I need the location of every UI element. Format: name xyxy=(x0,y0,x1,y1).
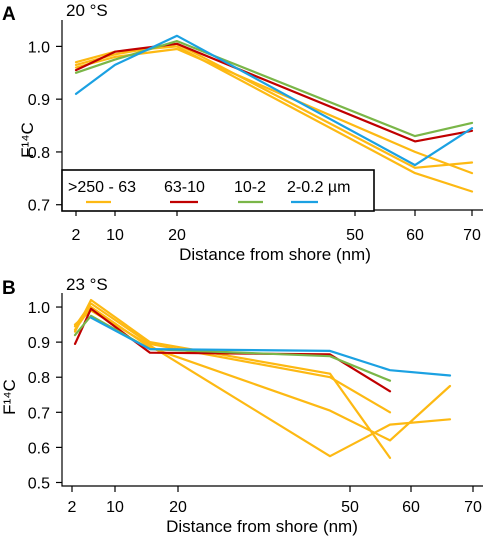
x-tick-label: 70 xyxy=(464,499,482,516)
x-tick-label: 50 xyxy=(346,227,364,244)
legend-box xyxy=(61,169,375,212)
panel-b-axis-lines xyxy=(61,293,483,487)
series-line-250-63 xyxy=(74,42,474,169)
series-line-250-63 xyxy=(73,305,452,442)
panel-a-y-axis-label: F¹⁴C xyxy=(18,122,37,158)
legend-label-size-63-10: 63-10 xyxy=(164,179,205,196)
panel-b-y-axis-label: F¹⁴C xyxy=(0,379,19,415)
x-tick-label: 2 xyxy=(68,499,77,516)
panel-b-letter: B xyxy=(2,278,16,299)
y-tick-label: 0.6 xyxy=(28,440,50,457)
y-tick-label: 0.7 xyxy=(28,198,50,215)
series-line-63-10 xyxy=(73,307,392,393)
x-tick-label: 20 xyxy=(168,227,186,244)
x-tick-label: 2 xyxy=(72,227,81,244)
series-line-2-0-2 xyxy=(89,316,452,377)
x-tick-label: 10 xyxy=(106,227,124,244)
x-tick-label: 20 xyxy=(169,499,187,516)
panel-a-ticks: 0.7 0.8 0.9 1.0 2 10 20 50 60 70 xyxy=(28,39,481,244)
y-tick-label: 1.0 xyxy=(28,39,50,56)
series-line-63-10 xyxy=(74,42,474,143)
x-tick-label: 50 xyxy=(341,499,359,516)
x-tick-label: 70 xyxy=(463,227,481,244)
panel-b-series xyxy=(73,298,452,459)
x-tick-label: 60 xyxy=(406,227,424,244)
legend-label-size-250-63: >250 - 63 xyxy=(68,179,136,196)
panel-a-letter: A xyxy=(2,4,16,25)
legend-label-size-10-2: 10-2 xyxy=(234,179,266,196)
y-tick-label: 0.8 xyxy=(28,370,50,387)
panel-b-axes xyxy=(61,293,483,487)
panel-a-legend: >250 - 63 63-10 10-2 2-0.2 µm xyxy=(61,169,375,212)
legend-label-size-2-0-2: 2-0.2 µm xyxy=(287,179,350,196)
panel-b-title: 23 °S xyxy=(66,275,108,294)
panel-b: B 23 °S F¹⁴C Distance from shore (nm) 0.… xyxy=(0,275,483,536)
panel-a-x-axis-label: Distance from shore (nm) xyxy=(179,245,371,264)
y-tick-label: 0.9 xyxy=(28,335,50,352)
panel-b-ticks: 0.5 0.6 0.7 0.8 0.9 1.0 2 10 20 50 60 70 xyxy=(28,300,482,516)
panel-b-x-axis-label: Distance from shore (nm) xyxy=(166,517,358,536)
y-tick-label: 1.0 xyxy=(28,300,50,317)
series-line-250-63 xyxy=(74,45,474,193)
series-line-250-63 xyxy=(73,302,392,414)
y-tick-label: 0.5 xyxy=(28,475,50,492)
series-line-2-0-2 xyxy=(74,34,474,167)
x-tick-label: 10 xyxy=(106,499,124,516)
x-tick-label: 60 xyxy=(402,499,420,516)
panel-a: A 20 °S F¹⁴C Distance from shore (nm) 0.… xyxy=(2,1,483,264)
y-tick-label: 0.7 xyxy=(28,405,50,422)
panel-a-title: 20 °S xyxy=(66,1,108,20)
panel-a-series xyxy=(74,34,474,193)
series-line-250-63 xyxy=(74,47,474,175)
y-tick-label: 0.8 xyxy=(28,145,50,162)
y-tick-label: 0.9 xyxy=(28,92,50,109)
series-line-10-2 xyxy=(74,39,474,138)
